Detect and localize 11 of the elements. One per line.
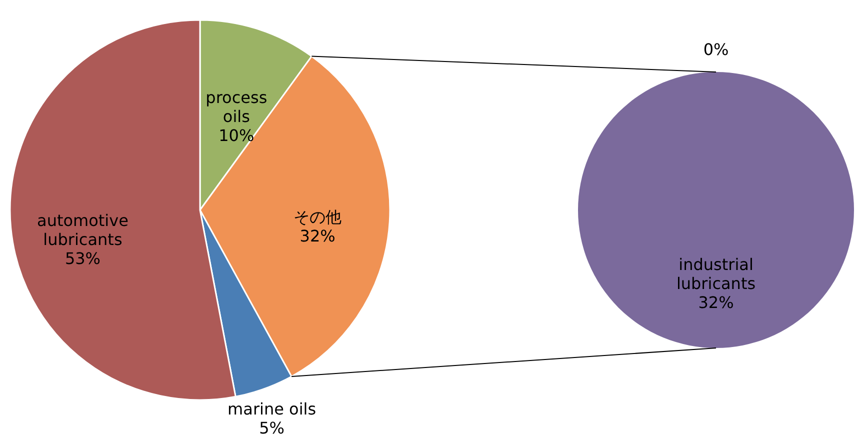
slice-label: その他 bbox=[294, 207, 342, 226]
data-label: 32% bbox=[300, 226, 336, 246]
slice-label: process oils bbox=[206, 88, 268, 126]
slice-label: marine oils bbox=[228, 399, 316, 418]
slice-label: industrial lubricants bbox=[676, 255, 756, 294]
data-label: 10% bbox=[218, 126, 254, 145]
data-label: 32% bbox=[698, 293, 734, 312]
data-label: 5% bbox=[259, 418, 285, 438]
text: 0% bbox=[703, 40, 729, 59]
slice-label: automotive lubricants bbox=[37, 211, 128, 250]
data-label: 53% bbox=[64, 249, 101, 268]
